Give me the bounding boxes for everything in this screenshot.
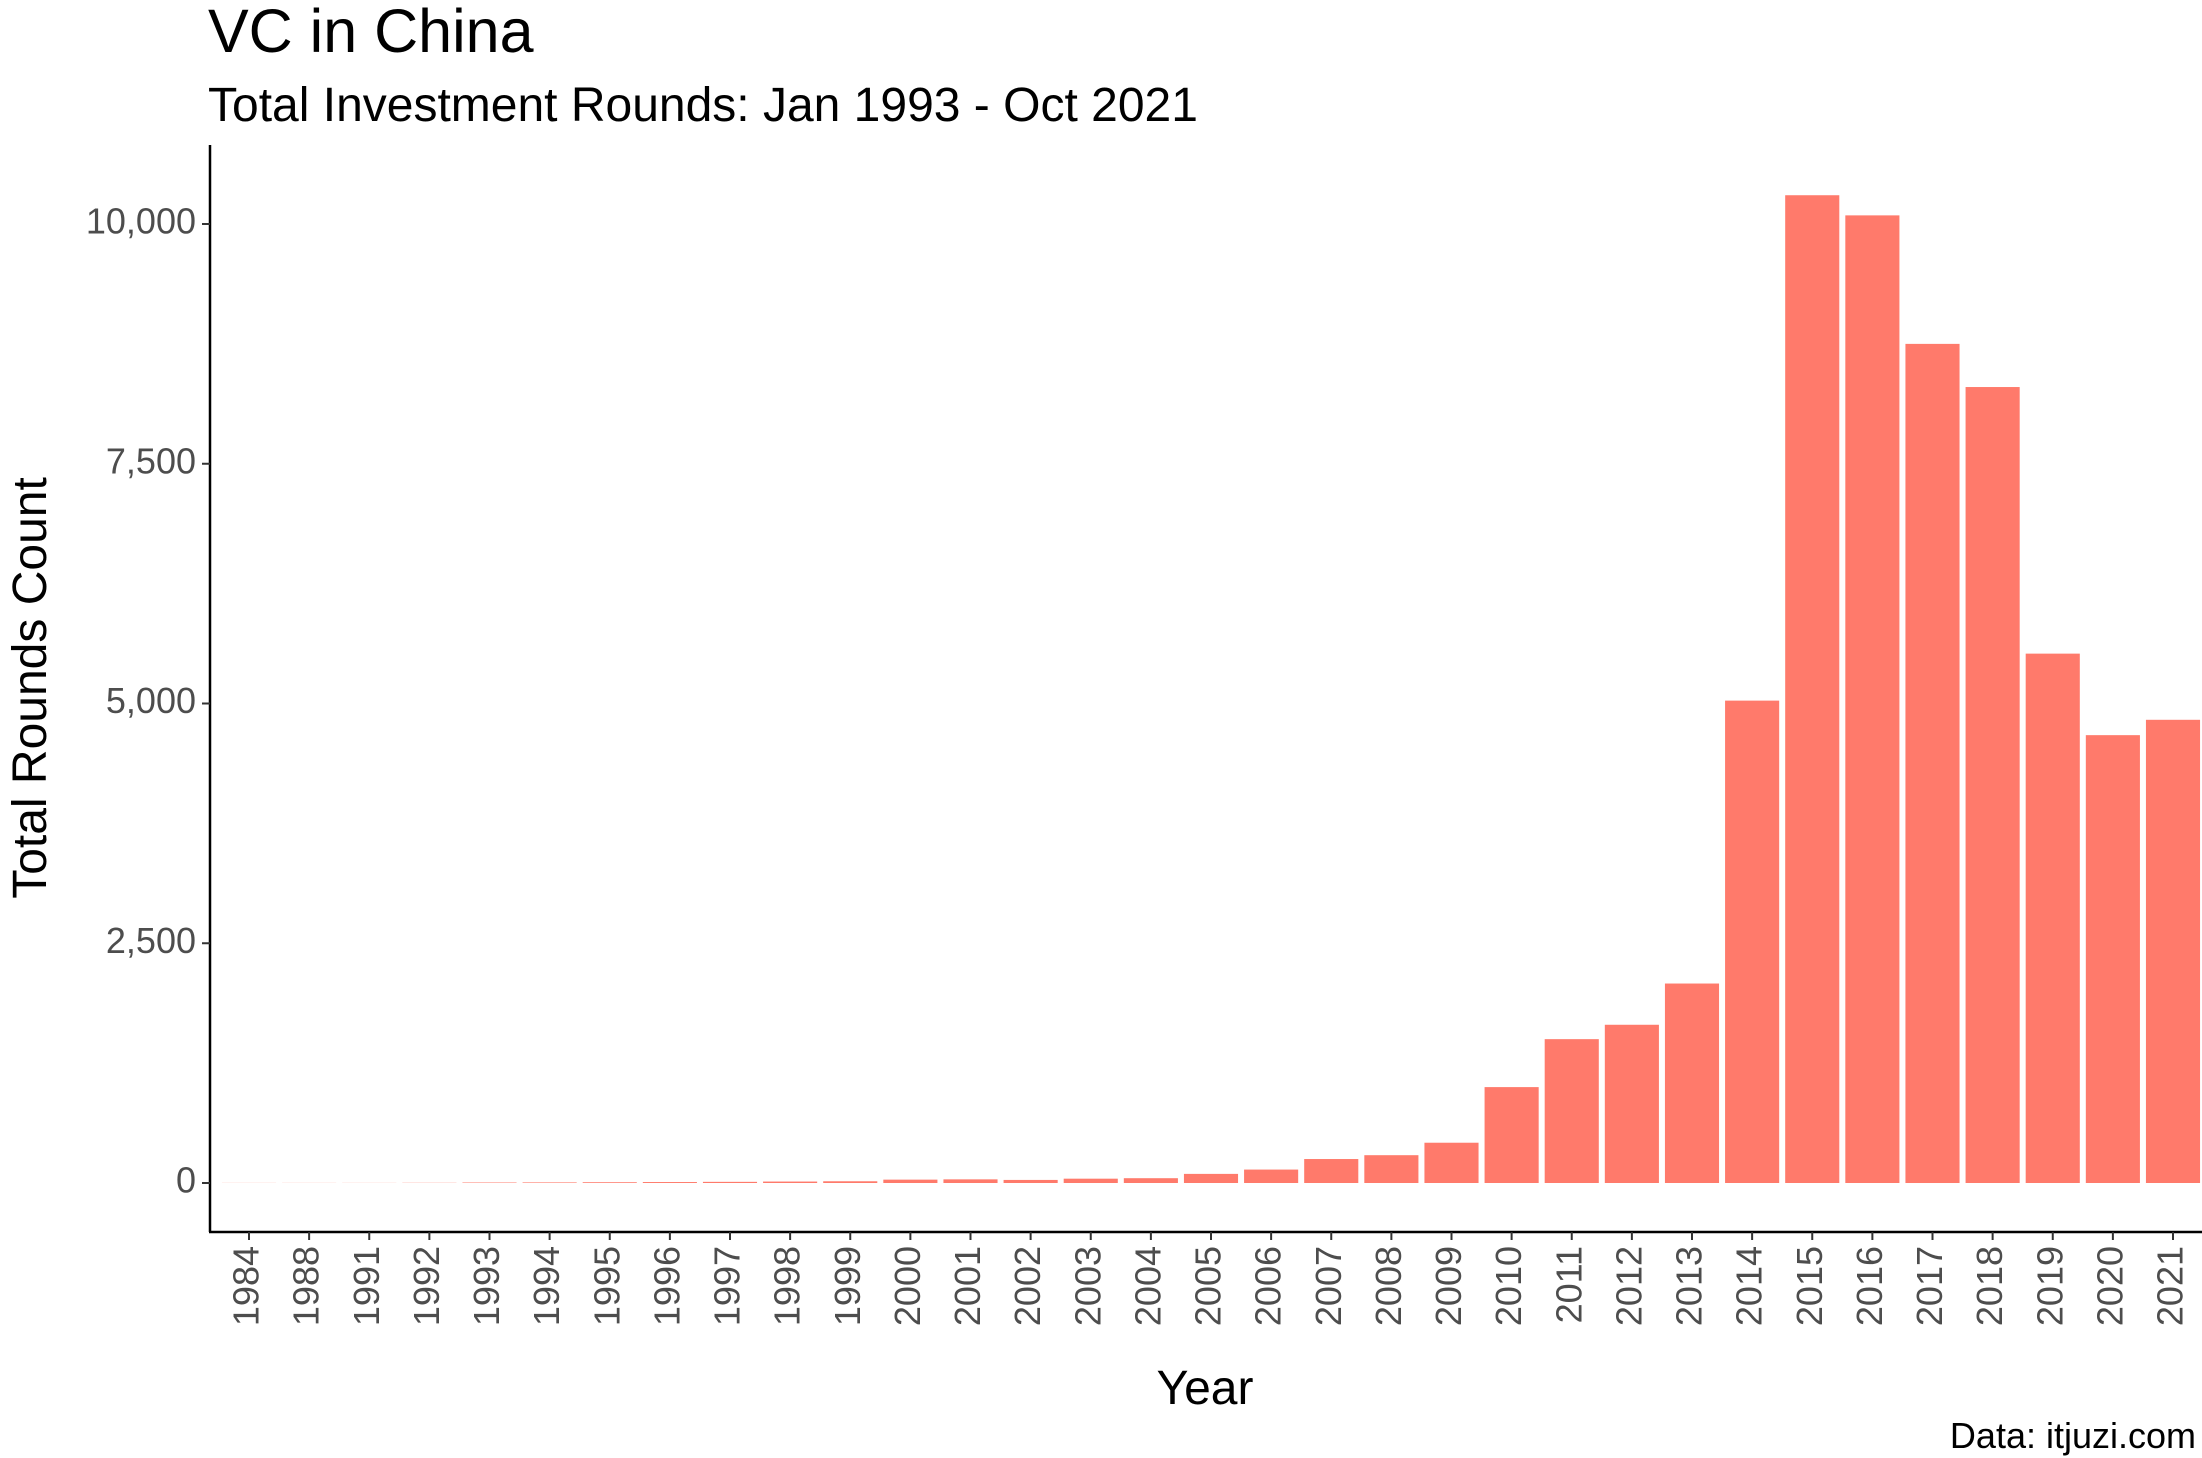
- x-tick-label-2005: 2005: [1188, 1246, 1229, 1326]
- bar-2015: [1785, 195, 1840, 1184]
- y-tick-label-10000: 10,000: [86, 201, 196, 242]
- bar-2018: [1965, 387, 2020, 1183]
- bar-2012: [1604, 1024, 1659, 1183]
- bars-group: [221, 195, 2201, 1184]
- bar-2009: [1424, 1142, 1479, 1183]
- bar-2019: [2025, 653, 2080, 1183]
- x-tick-label-2018: 2018: [1969, 1246, 2010, 1326]
- x-tick-label-2006: 2006: [1248, 1246, 1289, 1326]
- x-tick-label-2001: 2001: [947, 1246, 988, 1326]
- bar-2010: [1484, 1087, 1539, 1183]
- bar-2007: [1304, 1159, 1359, 1183]
- x-tick-label-2011: 2011: [1548, 1246, 1589, 1323]
- x-tick-label-2007: 2007: [1308, 1246, 1349, 1326]
- x-tick-label-2013: 2013: [1669, 1246, 1710, 1326]
- x-tick-label-2009: 2009: [1428, 1246, 1469, 1326]
- x-tick-label-2002: 2002: [1007, 1246, 1048, 1326]
- bar-2016: [1845, 215, 1900, 1183]
- bar-2011: [1544, 1039, 1599, 1183]
- bar-2001: [943, 1179, 998, 1183]
- bar-2020: [2085, 735, 2140, 1183]
- x-tick-label-1994: 1994: [526, 1246, 567, 1326]
- bar-2006: [1244, 1169, 1299, 1183]
- x-tick-label-2004: 2004: [1127, 1246, 1168, 1326]
- x-tick-label-1998: 1998: [767, 1246, 808, 1326]
- bar-2021: [2145, 719, 2201, 1183]
- bar-1995: [582, 1182, 637, 1183]
- y-tick-label-0: 0: [176, 1160, 196, 1201]
- x-tick-label-2012: 2012: [1608, 1246, 1649, 1326]
- y-ticks-group: 0 2,500 5,000 7,500 10,000: [86, 201, 210, 1201]
- bar-2003: [1063, 1178, 1118, 1183]
- bar-2017: [1905, 343, 1960, 1184]
- x-tick-label-1996: 1996: [646, 1246, 687, 1326]
- chart-caption: Data: itjuzi.com: [1950, 1415, 2196, 1456]
- x-tick-label-1984: 1984: [226, 1246, 267, 1326]
- x-tick-label-2003: 2003: [1067, 1246, 1108, 1326]
- bar-1999: [823, 1181, 878, 1183]
- x-tick-label-2010: 2010: [1488, 1246, 1529, 1326]
- x-tick-label-2008: 2008: [1368, 1246, 1409, 1326]
- x-tick-label-1999: 1999: [827, 1246, 868, 1326]
- x-tick-label-2021: 2021: [2150, 1246, 2191, 1326]
- y-tick-label-5000: 5,000: [106, 680, 196, 721]
- x-ticks-group: 1984 1988 1991 1992 1993 1994 1995 1996 1997 1998…: [226, 1232, 2191, 1326]
- x-tick-label-2014: 2014: [1729, 1246, 1770, 1326]
- y-tick-label-2500: 2,500: [106, 920, 196, 961]
- x-tick-label-1995: 1995: [586, 1246, 627, 1326]
- chart-title: VC in China: [208, 0, 534, 65]
- x-tick-label-2015: 2015: [1789, 1246, 1830, 1326]
- bar-2004: [1123, 1178, 1178, 1183]
- x-axis-title: Year: [1157, 1362, 1254, 1415]
- bar-1997: [702, 1181, 758, 1183]
- x-tick-label-1988: 1988: [286, 1246, 327, 1326]
- x-tick-label-2020: 2020: [2089, 1246, 2130, 1326]
- bar-1998: [763, 1181, 818, 1183]
- x-tick-label-1991: 1991: [346, 1246, 387, 1326]
- bar-2002: [1003, 1179, 1058, 1183]
- bar-1996: [642, 1182, 697, 1183]
- x-tick-label-1993: 1993: [466, 1246, 507, 1326]
- x-tick-label-2019: 2019: [2029, 1246, 2070, 1326]
- y-axis-title: Total Rounds Count: [4, 477, 57, 899]
- bar-2013: [1664, 983, 1720, 1183]
- bar-1994: [522, 1182, 577, 1183]
- x-tick-label-1997: 1997: [707, 1246, 748, 1326]
- bar-2000: [883, 1179, 938, 1183]
- bar-2014: [1725, 700, 1780, 1183]
- x-tick-label-1992: 1992: [406, 1246, 447, 1326]
- y-tick-label-7500: 7,500: [106, 440, 196, 481]
- x-tick-label-2017: 2017: [1909, 1246, 1950, 1326]
- x-tick-label-2016: 2016: [1849, 1246, 1890, 1326]
- chart-subtitle: Total Investment Rounds: Jan 1993 - Oct …: [208, 79, 1198, 132]
- bar-2008: [1364, 1155, 1419, 1183]
- bar-2005: [1183, 1173, 1239, 1183]
- x-tick-label-2000: 2000: [887, 1246, 928, 1326]
